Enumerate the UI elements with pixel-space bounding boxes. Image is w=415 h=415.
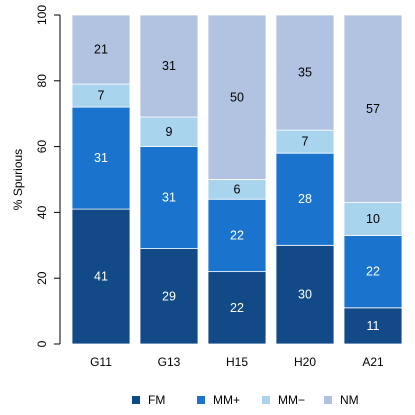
bar-value-label: 22 (366, 265, 380, 279)
bar-segment (71, 208, 131, 345)
x-tick-label: H20 (294, 355, 316, 369)
y-tick-label: 80 (35, 74, 49, 88)
legend-label: MM− (278, 393, 305, 407)
y-tick-label: 100 (35, 5, 49, 25)
bar-value-label: 28 (298, 192, 312, 206)
bar-value-label: 29 (162, 289, 176, 303)
legend-swatch (132, 396, 140, 404)
bars: 41 31 7 21 29 31 9 31 22 22 6 50 30 28 7 35 11 22 10 57 (71, 14, 403, 345)
bar-value-label: 41 (94, 270, 108, 284)
x-tick-label: G11 (90, 355, 112, 369)
bar-segment (275, 14, 335, 131)
bar-value-label: 10 (366, 212, 380, 226)
x-tick-label: H15 (226, 355, 248, 369)
y-axis-title: % Spurious (11, 149, 25, 210)
bar-value-label: 57 (366, 102, 380, 116)
y-tick-label: 60 (35, 140, 49, 154)
bar-segment (207, 14, 267, 180)
bar-segment (343, 235, 403, 309)
legend-swatch (262, 396, 270, 404)
legend-label: MM+ (213, 393, 240, 407)
bar-value-label: 11 (367, 319, 380, 333)
legend-swatch (324, 396, 332, 404)
legend-label: FM (148, 393, 165, 407)
bar-value-label: 50 (230, 90, 244, 104)
bar-value-label: 21 (94, 43, 108, 57)
bar-segment (207, 271, 267, 345)
bar-segment (343, 307, 403, 345)
x-axis: G11 G13 H15 H20 A21 (90, 355, 384, 369)
bar-value-label: 9 (166, 125, 173, 139)
bar-value-label: 22 (230, 301, 244, 315)
y-tick-label: 20 (35, 271, 49, 285)
bar-segment (71, 106, 131, 210)
bar-segment (343, 202, 403, 236)
y-axis: 0 20 40 60 80 100 (35, 5, 61, 347)
y-tick-label: 40 (35, 205, 49, 219)
bar-value-label: 31 (162, 59, 176, 73)
bar-value-label: 30 (298, 288, 312, 302)
bar-segment (275, 152, 335, 246)
y-tick-label: 0 (35, 340, 49, 347)
x-tick-label: A21 (362, 355, 384, 369)
bar-segment (71, 14, 131, 85)
legend: FM MM+ MM− NM (132, 393, 359, 407)
bar-value-label: 31 (94, 151, 108, 165)
bar-segment (343, 14, 403, 203)
bar-segment (139, 116, 199, 147)
bar-segment (139, 146, 199, 249)
bar-value-label: 35 (298, 66, 312, 80)
bar-value-label: 31 (162, 191, 176, 205)
x-tick-label: G13 (158, 355, 181, 369)
bar-segment (139, 248, 199, 345)
bar-segment (207, 198, 267, 273)
legend-swatch (197, 396, 205, 404)
bar-value-label: 6 (234, 182, 241, 196)
bar-value-label: 7 (98, 89, 105, 103)
bar-value-label: 7 (302, 135, 309, 149)
bar-segment (139, 14, 199, 118)
bar-value-label: 22 (230, 228, 244, 242)
legend-label: NM (340, 393, 359, 407)
